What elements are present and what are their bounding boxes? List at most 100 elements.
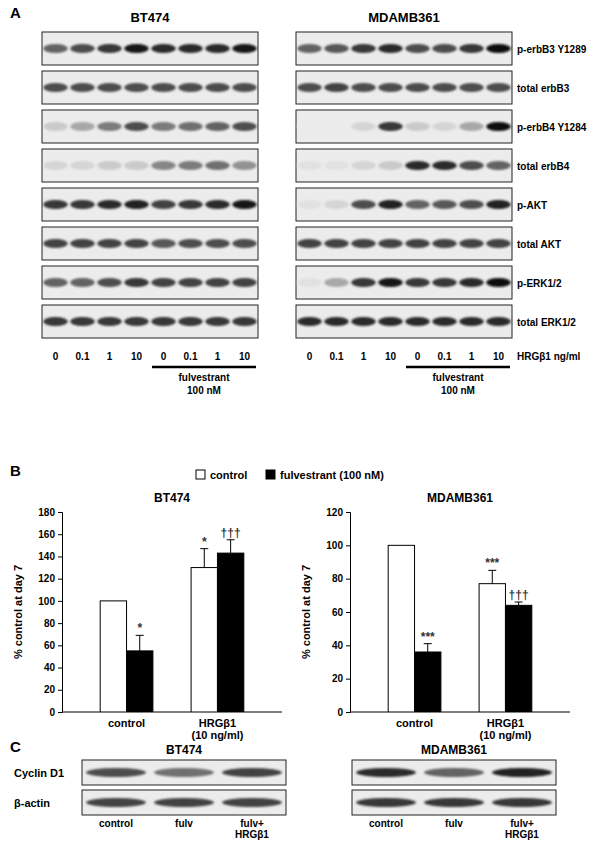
blot-frame xyxy=(296,71,512,104)
blot-frame xyxy=(296,266,512,299)
band xyxy=(154,768,214,777)
blot-strip xyxy=(296,110,512,143)
text-line: fulv xyxy=(175,818,193,829)
treatment-bar xyxy=(406,366,510,369)
band xyxy=(405,44,429,53)
bar xyxy=(415,652,441,712)
bar xyxy=(191,568,217,712)
band xyxy=(459,200,483,209)
chart-title: MDAMB361 xyxy=(427,491,493,505)
blot-strip xyxy=(296,149,512,182)
band xyxy=(424,798,484,807)
legend-swatch xyxy=(266,470,275,479)
category-label: HRGβ1(10 ng/ml) xyxy=(479,717,531,741)
error-stem xyxy=(139,635,140,651)
band xyxy=(356,768,416,777)
tick-label: 40 xyxy=(332,640,344,651)
band xyxy=(205,161,229,170)
band xyxy=(124,317,148,326)
band xyxy=(324,122,348,131)
band xyxy=(351,44,375,53)
error-bar xyxy=(424,644,432,652)
cell-line-title: BT474 xyxy=(166,743,202,757)
band xyxy=(151,83,175,92)
band xyxy=(70,161,94,170)
tick: 180 xyxy=(38,507,62,518)
band xyxy=(405,122,429,131)
band xyxy=(124,239,148,248)
band xyxy=(178,83,202,92)
blot-strip xyxy=(42,227,258,260)
cell-line-title: MDAMB361 xyxy=(368,10,440,25)
blot-frame xyxy=(42,71,258,104)
bar xyxy=(217,553,243,712)
band xyxy=(43,317,67,326)
tick-label: 120 xyxy=(326,507,343,518)
lane-label: 0 xyxy=(53,351,59,362)
blot-strip xyxy=(42,188,258,221)
blot-frame xyxy=(82,790,286,815)
row-label: p-erbB3 Y1289 xyxy=(517,44,587,55)
panel-label: B xyxy=(10,462,21,479)
blot-frame xyxy=(296,227,512,260)
blot-strip xyxy=(82,760,286,785)
tick-mark xyxy=(58,534,62,535)
lane-label: 10 xyxy=(239,351,251,362)
lane-label: fulv+HRGβ1 xyxy=(505,818,539,840)
category-label: control xyxy=(396,717,433,729)
band xyxy=(43,122,67,131)
tick-mark xyxy=(58,690,62,691)
x-baseline xyxy=(62,712,282,713)
band xyxy=(459,161,483,170)
blot-strip xyxy=(296,71,512,104)
tick: 60 xyxy=(332,607,350,618)
text-line: HRGβ1 xyxy=(199,717,236,729)
band xyxy=(405,161,429,170)
band xyxy=(486,83,510,92)
band xyxy=(86,768,146,777)
band xyxy=(486,122,510,131)
band xyxy=(97,44,121,53)
lane-label: fulv xyxy=(175,818,193,829)
band xyxy=(351,317,375,326)
band xyxy=(378,44,402,53)
band xyxy=(432,278,456,287)
lane-label: 0 xyxy=(307,351,313,362)
bars xyxy=(100,540,244,712)
band xyxy=(151,317,175,326)
blot-frame xyxy=(42,266,258,299)
band xyxy=(178,239,202,248)
band xyxy=(405,200,429,209)
band xyxy=(297,161,321,170)
tick-mark xyxy=(58,556,62,557)
band xyxy=(232,317,256,326)
row-label: total AKT xyxy=(517,239,561,250)
band xyxy=(424,768,484,777)
band xyxy=(178,317,202,326)
cell-line-title: BT474 xyxy=(130,10,170,25)
tick-mark xyxy=(346,512,350,513)
tick-label: 120 xyxy=(38,573,55,584)
band xyxy=(86,798,146,807)
bars xyxy=(388,545,532,712)
band xyxy=(297,122,321,131)
panel-b: BT474% control at day 702040608010012014… xyxy=(12,469,570,741)
annotations: ******††† xyxy=(421,556,529,643)
band xyxy=(459,83,483,92)
bar-chart: BT474% control at day 702040608010012014… xyxy=(12,491,282,741)
band xyxy=(70,239,94,248)
y-axis: 020406080100120140160180 xyxy=(38,507,62,718)
blot-frame xyxy=(82,760,286,785)
band xyxy=(486,200,510,209)
band xyxy=(297,83,321,92)
band xyxy=(378,278,402,287)
band xyxy=(378,200,402,209)
band xyxy=(459,278,483,287)
band xyxy=(151,200,175,209)
band xyxy=(232,200,256,209)
tick-label: 0 xyxy=(337,707,343,718)
tick-mark xyxy=(58,645,62,646)
error-stem xyxy=(204,549,205,568)
bar xyxy=(388,545,414,712)
figure: ABCBT47400.111000.1110fulvestrant100 nMM… xyxy=(0,0,600,844)
